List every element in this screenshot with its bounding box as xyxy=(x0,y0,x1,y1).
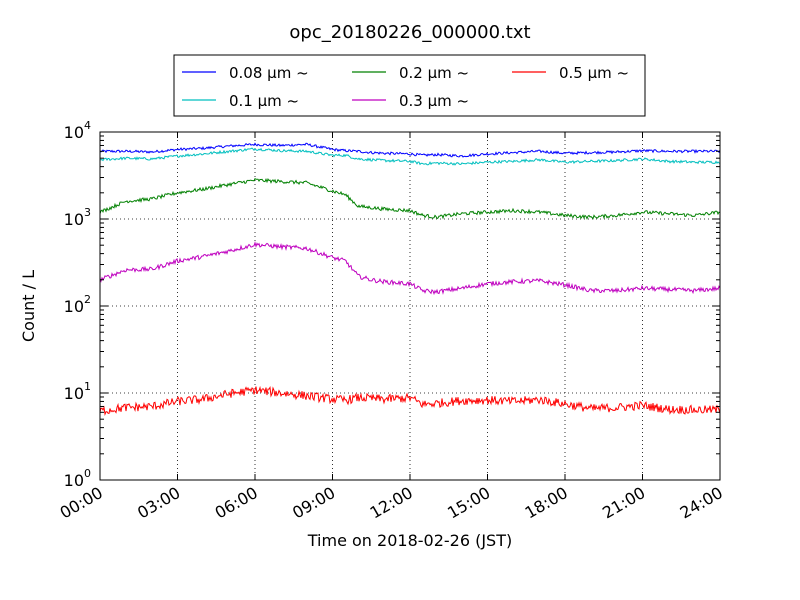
legend: 0.08 μm ~ 0.1 μm ~ 0.2 μm ~ 0.3 μm ~ 0.5 μm … xyxy=(173,54,646,117)
chart-title: opc_20180226_000000.txt xyxy=(289,22,530,43)
x-axis-label: Time on 2018-02-26 (JST) xyxy=(307,531,512,550)
legend-box xyxy=(173,54,646,117)
y-tick-exponent: 3 xyxy=(84,206,91,219)
y-tick-base: 10 xyxy=(64,123,84,142)
y-tick-base: 10 xyxy=(64,471,84,490)
y-tick-label: 10 0 xyxy=(64,467,91,490)
legend-item: 0.5 μm ~ xyxy=(512,64,629,82)
legend-item: 0.08 μm ~ xyxy=(182,64,309,82)
legend-item: 0.1 μm ~ xyxy=(182,92,299,110)
ticks: 00:00 03:00 06:00 09:00 12:00 15:00 18:00 21:00… xyxy=(57,119,726,523)
series-lines xyxy=(99,142,721,417)
y-tick-exponent: 4 xyxy=(84,119,91,132)
legend-label: 0.1 μm ~ xyxy=(229,92,299,110)
y-tick-base: 10 xyxy=(64,210,84,229)
series-line xyxy=(99,142,721,158)
grid xyxy=(100,132,720,480)
y-tick-base: 10 xyxy=(64,384,84,403)
y-tick-exponent: 2 xyxy=(84,293,91,306)
y-tick-exponent: 0 xyxy=(84,467,91,480)
legend-item: 0.2 μm ~ xyxy=(352,64,469,82)
legend-label: 0.5 μm ~ xyxy=(559,64,629,82)
legend-label: 0.2 μm ~ xyxy=(399,64,469,82)
series-line xyxy=(99,241,721,296)
y-axis-label: Count / L xyxy=(19,270,38,342)
y-tick-label: 10 2 xyxy=(64,293,91,316)
series-line xyxy=(99,178,721,220)
y-tick-label: 10 1 xyxy=(64,380,91,403)
series-line xyxy=(99,147,721,166)
y-tick-exponent: 1 xyxy=(84,380,91,393)
y-tick-label: 10 3 xyxy=(64,206,91,229)
legend-label: 0.08 μm ~ xyxy=(229,64,309,82)
series-line xyxy=(99,385,721,417)
legend-label: 0.3 μm ~ xyxy=(399,92,469,110)
legend-item: 0.3 μm ~ xyxy=(352,92,469,110)
y-tick-base: 10 xyxy=(64,297,84,316)
y-tick-label: 10 4 xyxy=(64,119,91,142)
